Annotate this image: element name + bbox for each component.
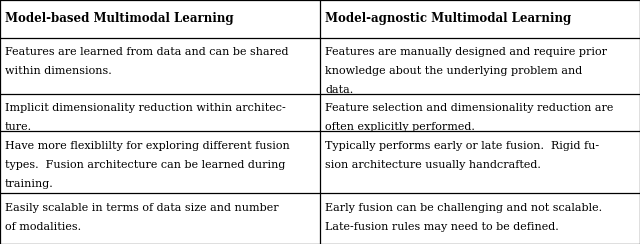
Text: types.  Fusion architecture can be learned during: types. Fusion architecture can be learne… bbox=[5, 160, 285, 170]
Text: within dimensions.: within dimensions. bbox=[5, 66, 112, 76]
Text: Model-agnostic Multimodal Learning: Model-agnostic Multimodal Learning bbox=[325, 12, 572, 25]
Text: Implicit dimensionality reduction within architec-: Implicit dimensionality reduction within… bbox=[5, 103, 286, 113]
Text: sion architecture usually handcrafted.: sion architecture usually handcrafted. bbox=[325, 160, 541, 170]
Text: training.: training. bbox=[5, 179, 54, 189]
Text: Features are learned from data and can be shared: Features are learned from data and can b… bbox=[5, 47, 289, 57]
Text: Model-based Multimodal Learning: Model-based Multimodal Learning bbox=[5, 12, 234, 25]
Text: data.: data. bbox=[325, 85, 353, 95]
Text: often explicitly performed.: often explicitly performed. bbox=[325, 122, 475, 132]
Text: Early fusion can be challenging and not scalable.: Early fusion can be challenging and not … bbox=[325, 203, 602, 213]
Text: ture.: ture. bbox=[5, 122, 32, 132]
Text: Late-fusion rules may need to be defined.: Late-fusion rules may need to be defined… bbox=[325, 222, 559, 232]
Text: Typically performs early or late fusion.  Rigid fu-: Typically performs early or late fusion.… bbox=[325, 141, 599, 151]
Text: Features are manually designed and require prior: Features are manually designed and requi… bbox=[325, 47, 607, 57]
Text: Feature selection and dimensionality reduction are: Feature selection and dimensionality red… bbox=[325, 103, 614, 113]
Text: knowledge about the underlying problem and: knowledge about the underlying problem a… bbox=[325, 66, 582, 76]
Text: Easily scalable in terms of data size and number: Easily scalable in terms of data size an… bbox=[5, 203, 279, 213]
Text: of modalities.: of modalities. bbox=[5, 222, 81, 232]
Text: Have more flexiblilty for exploring different fusion: Have more flexiblilty for exploring diff… bbox=[5, 141, 290, 151]
